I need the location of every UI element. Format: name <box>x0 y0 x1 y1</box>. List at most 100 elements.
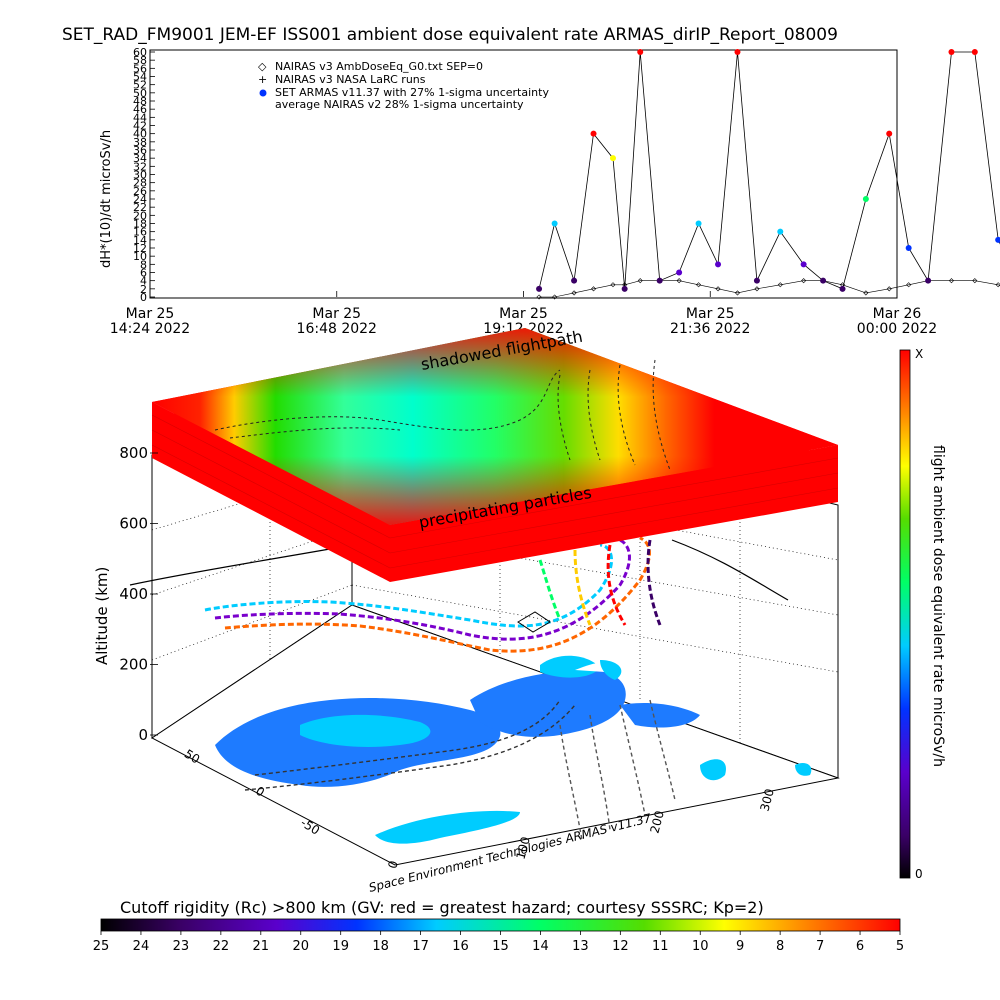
bottom-tick-label: 16 <box>452 939 469 954</box>
bottom-tick-label: 22 <box>213 939 230 954</box>
armas-series <box>536 49 1000 292</box>
precipitation-plane <box>151 328 839 582</box>
bottom-colorbar-title: Cutoff rigidity (Rc) >800 km (GV: red = … <box>120 898 764 917</box>
xtick-label-date: Mar 25 <box>126 306 175 322</box>
xtick-label-date: Mar 25 <box>312 306 361 322</box>
ytick-label: 26 <box>133 185 147 198</box>
ytick-label: 44 <box>133 111 147 124</box>
longitude-tick-label: 100 <box>513 835 532 861</box>
armas-point <box>925 277 932 284</box>
shadowed-flightpath-tracks <box>214 359 671 471</box>
ytick-label: 32 <box>133 160 147 173</box>
model-point <box>590 286 597 292</box>
longitude-tick-label: 300 <box>757 787 776 813</box>
ytick-label: 60 <box>133 46 147 59</box>
xtick-label-time: 00:00 2022 <box>857 321 937 337</box>
ytick-label: 10 <box>133 250 147 263</box>
figure-title: SET_RAD_FM9001 JEM-EF ISS001 ambient dos… <box>62 25 838 45</box>
altitude-axis-label: Altitude (km) <box>93 567 111 665</box>
altitude-tick-label: 200 <box>119 656 148 674</box>
plane-edge-stripes <box>151 414 839 569</box>
timeseries-panel: dH*(10)/dt microSv/h 0246810121416182022… <box>99 46 1000 337</box>
armas-point <box>609 155 616 162</box>
armas-point <box>734 49 741 55</box>
armas-point <box>637 49 644 55</box>
armas-point <box>777 228 784 235</box>
legend-marker-diamond: ◇ <box>258 60 267 73</box>
latitude-tick-label: 50 <box>182 747 202 767</box>
xtick-label-time: 21:36 2022 <box>670 321 750 337</box>
ytick-label: 50 <box>133 87 147 100</box>
bottom-colorbar: Cutoff rigidity (Rc) >800 km (GV: red = … <box>93 898 904 954</box>
right-colorbar-title: flight ambient dose equivalent rate micr… <box>930 445 946 767</box>
ytick-label: 12 <box>133 242 147 255</box>
model-point <box>637 278 643 284</box>
armas-point <box>551 220 558 227</box>
three-d-panel: shadowed flightpath precipitating partic… <box>93 327 840 895</box>
altitude-tick-label: 600 <box>119 515 148 533</box>
bottom-tick-label: 6 <box>856 939 864 954</box>
model-point <box>972 278 978 284</box>
orbit-paths <box>204 536 662 653</box>
armas-point <box>839 285 846 292</box>
armas-point <box>621 285 628 292</box>
bottom-tick-label: 15 <box>492 939 509 954</box>
right-colorbar: X 0 flight ambient dose equivalent rate … <box>899 347 946 881</box>
bottom-tick-label: 17 <box>412 939 429 954</box>
ytick-label: 58 <box>133 54 147 67</box>
armas-point <box>948 49 955 55</box>
model-point <box>715 286 721 292</box>
bottom-tick-label: 19 <box>332 939 349 954</box>
model-point <box>995 282 1000 288</box>
longitude-tick-label: 200 <box>647 809 666 835</box>
altitude-ticks: 0 200 400 600 800 <box>119 444 158 744</box>
bottom-tick-label: 8 <box>776 939 784 954</box>
armas-point <box>905 245 912 251</box>
xtick-label-date: Mar 25 <box>499 306 548 322</box>
ytick-label: 14 <box>133 234 147 247</box>
altitude-tick-label: 0 <box>138 726 148 744</box>
model-line <box>539 280 1000 298</box>
ytick-label: 42 <box>133 120 147 133</box>
bottom-tick-label: 10 <box>692 939 709 954</box>
model-point <box>552 294 558 300</box>
bottom-tick-label: 9 <box>736 939 744 954</box>
model-point <box>696 282 702 288</box>
xtick-label-time: 16:48 2022 <box>297 321 377 337</box>
right-colorbar-gradient <box>899 349 911 879</box>
continent-shapes <box>215 655 812 844</box>
bottom-tick-label: 25 <box>93 939 110 954</box>
ytick-label: 24 <box>133 193 147 206</box>
ytick-label: 28 <box>133 177 147 190</box>
ytick-label: 16 <box>133 226 147 239</box>
ytick-label: 38 <box>133 136 147 149</box>
longitude-tick-label: 0 <box>385 859 401 870</box>
ytick-label: 34 <box>133 152 147 165</box>
armas-point <box>995 236 1000 243</box>
bottom-tick-label: 11 <box>652 939 669 954</box>
bottom-tick-label: 14 <box>532 939 549 954</box>
armas-point <box>971 49 978 55</box>
legend-item-0: NAIRAS v3 AmbDoseEq_G0.txt SEP=0 <box>275 60 483 73</box>
altitude-tick-label: 400 <box>119 585 148 603</box>
ytick-label: 30 <box>133 169 147 182</box>
ytick-label: 4 <box>140 275 147 288</box>
timeseries-ylabel: dH*(10)/dt microSv/h <box>99 130 114 268</box>
model-point <box>801 278 807 284</box>
armas-point <box>820 277 827 284</box>
right-colorbar-bottom-label: 0 <box>915 867 923 881</box>
model-point <box>676 278 682 284</box>
bottom-tick-label: 12 <box>612 939 629 954</box>
bottom-tick-label: 7 <box>816 939 824 954</box>
armas-point <box>862 196 869 202</box>
right-colorbar-top-label: X <box>915 347 923 361</box>
ytick-label: 2 <box>140 283 147 296</box>
ytick-label: 6 <box>140 267 147 280</box>
trajectory-line-right <box>671 539 789 601</box>
floor-track-projections <box>244 699 676 841</box>
ytick-label: 54 <box>133 71 147 84</box>
altitude-tick-label: 800 <box>119 444 148 462</box>
bottom-tick-label: 24 <box>133 939 150 954</box>
